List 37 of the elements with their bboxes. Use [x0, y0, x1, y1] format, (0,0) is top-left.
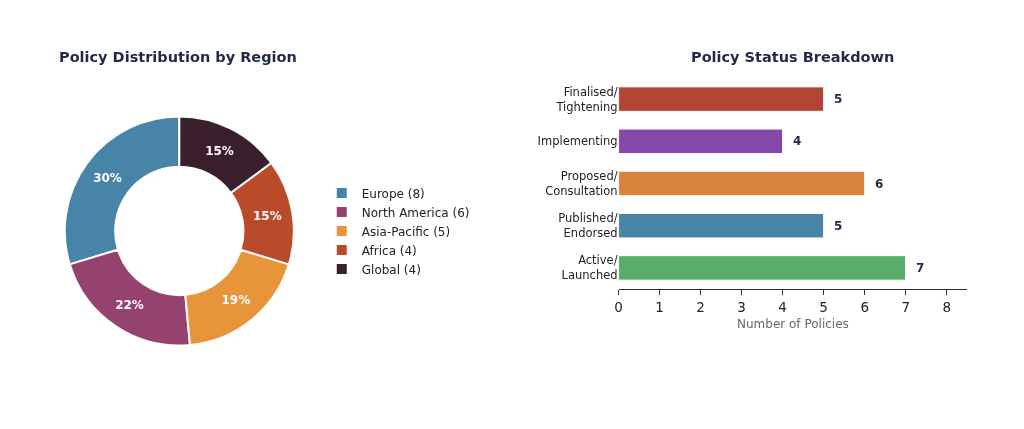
chart-title: Policy Distribution by Region: [59, 49, 297, 65]
bar: [618, 255, 907, 281]
data-label: 5: [834, 92, 843, 106]
x-axis-title: Number of Policies: [737, 317, 849, 332]
x-tick-label: 5: [819, 298, 828, 315]
bar: [618, 170, 866, 197]
legend-label: Africa (4): [361, 243, 417, 258]
y-tick-label: Published/ Endorsed: [558, 211, 618, 241]
legend-label: North America (6): [361, 205, 470, 220]
data-label: 7: [916, 261, 925, 275]
y-tick-label: Proposed/ Consultation: [545, 169, 618, 198]
data-label: 5: [834, 219, 843, 233]
data-label: 19%: [221, 293, 251, 308]
chart-title: Policy Status Breakdown: [691, 49, 895, 65]
legend-label: Europe (8): [361, 186, 425, 201]
y-tick-label: Implementing: [537, 134, 618, 149]
bar: [618, 86, 825, 112]
data-label: 6: [875, 177, 884, 191]
x-tick-label: 3: [737, 298, 746, 315]
x-tick-label: 2: [696, 298, 705, 315]
data-label: 22%: [115, 298, 144, 313]
data-label: 4: [793, 134, 802, 148]
bar: [618, 212, 825, 239]
data-label: 15%: [252, 208, 282, 223]
data-label: 30%: [93, 170, 122, 185]
data-label: 15%: [205, 144, 234, 159]
x-tick-label: 8: [942, 298, 952, 315]
x-tick-label: 7: [901, 298, 910, 315]
x-tick-label: 0: [614, 298, 623, 315]
x-tick-label: 1: [655, 298, 664, 315]
legend-label: Global (4): [361, 262, 421, 277]
y-tick-label: Active/ Launched: [561, 253, 618, 283]
x-tick-label: 4: [778, 298, 787, 315]
y-tick-label: Finalised/ Tightening: [555, 84, 618, 114]
x-tick-label: 6: [860, 298, 869, 315]
legend-label: Asia-Pacific (5): [361, 224, 451, 239]
bar: [618, 128, 784, 155]
